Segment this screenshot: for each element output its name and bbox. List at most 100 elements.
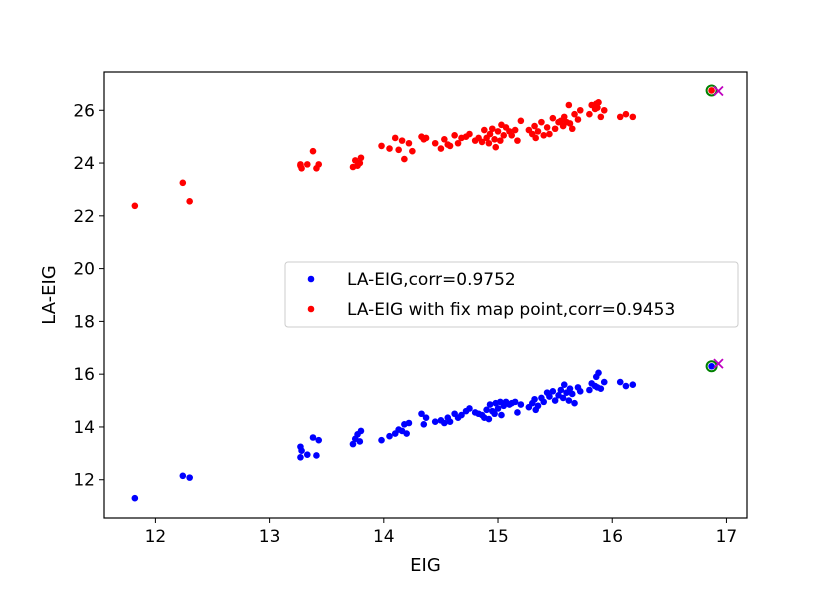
data-point-red (356, 159, 364, 167)
data-point-blue (568, 390, 576, 398)
data-point-blue (466, 405, 473, 412)
data-point-blue (534, 402, 542, 410)
data-point-red (549, 114, 557, 122)
data-point-red (357, 154, 365, 162)
data-point-blue (313, 452, 320, 459)
data-point-red (398, 137, 406, 144)
data-point-blue (179, 472, 187, 480)
y-tick-label: 24 (73, 154, 95, 174)
data-point-red (494, 128, 502, 135)
data-point-red (560, 113, 568, 121)
x-axis-label: EIG (410, 555, 441, 576)
legend-entry-la-eig: LA-EIG,corr=0.9752 (347, 270, 516, 290)
data-point-red (481, 126, 488, 134)
data-point-red (451, 132, 458, 139)
data-point-blue (458, 411, 465, 419)
data-point-blue (441, 419, 448, 427)
legend-box (284, 261, 739, 328)
data-point-blue (566, 385, 574, 392)
data-point-red (594, 104, 601, 111)
data-point-red (540, 132, 548, 139)
data-point-blue (560, 381, 568, 389)
data-point-red (531, 122, 538, 130)
data-point-red (616, 113, 624, 121)
y-tick-label: 22 (73, 207, 95, 227)
data-point-blue (565, 397, 573, 404)
x-tick-label: 12 (145, 527, 167, 547)
data-point-red (565, 101, 573, 109)
legend: LA-EIG,corr=0.9752 LA-EIG with fix map p… (284, 261, 739, 328)
data-point-blue (511, 398, 519, 406)
data-point-red (297, 162, 304, 169)
data-point-blue (303, 451, 311, 458)
data-point-red (446, 142, 454, 150)
data-point-red (574, 116, 582, 123)
data-point-red (508, 132, 516, 139)
data-point-blue (586, 386, 593, 394)
data-point-red (131, 202, 139, 210)
data-point-red (576, 106, 584, 114)
data-point-blue (600, 378, 608, 386)
data-point-blue (629, 381, 637, 389)
data-point-blue (315, 436, 323, 444)
x-tick-label: 16 (601, 527, 623, 547)
data-point-red (309, 147, 317, 155)
x-axis-ticks: 12 13 14 15 16 17 (145, 518, 738, 547)
data-point-red (303, 161, 311, 168)
data-point-red (622, 110, 630, 118)
data-point-blue (595, 369, 602, 377)
data-point-red (551, 125, 559, 133)
y-tick-label: 16 (73, 365, 95, 385)
data-point-blue (483, 406, 490, 414)
data-point-blue (431, 418, 439, 425)
data-point-red (378, 142, 385, 150)
data-point-blue (597, 385, 605, 392)
y-tick-label: 14 (73, 418, 95, 438)
data-point-blue (486, 401, 494, 408)
data-point-red (568, 125, 576, 133)
data-point-blue (546, 393, 553, 400)
data-point-red (485, 139, 493, 147)
x-tick-label: 15 (487, 527, 509, 547)
data-point-blue (708, 362, 715, 370)
data-point-blue (418, 410, 425, 418)
y-tick-label: 20 (73, 260, 95, 280)
data-point-red (600, 106, 608, 114)
data-point-red (586, 110, 593, 118)
data-point-red (500, 132, 508, 139)
data-point-red (538, 118, 545, 126)
y-tick-label: 26 (73, 101, 95, 121)
data-point-red (491, 135, 498, 143)
x-tick-label: 13 (259, 527, 281, 547)
data-point-blue (571, 399, 578, 407)
data-point-blue (446, 418, 454, 425)
data-point-blue (616, 378, 624, 386)
data-point-red (517, 117, 525, 125)
data-point-red (315, 161, 323, 168)
data-point-red (629, 113, 637, 121)
highlight-x-marker (713, 85, 724, 97)
data-point-blue (309, 434, 317, 441)
highlight-x-marker (713, 358, 724, 369)
x-tick-label: 17 (716, 527, 738, 547)
legend-marker-red (307, 305, 315, 313)
data-point-blue (549, 388, 557, 395)
data-point-blue (576, 388, 584, 395)
data-point-red (409, 147, 416, 155)
data-point-red (401, 155, 408, 163)
data-point-blue (386, 432, 393, 440)
data-point-red (511, 126, 519, 134)
data-point-red (466, 130, 473, 138)
highlight-circle-marker (705, 84, 718, 97)
data-point-blue (357, 427, 365, 435)
data-point-red (571, 110, 578, 118)
data-point-blue (494, 405, 502, 412)
data-point-red (405, 139, 413, 147)
data-point-blue (540, 398, 548, 406)
data-point-blue (531, 395, 538, 403)
data-point-red (454, 139, 462, 147)
data-point-blue (298, 447, 305, 455)
data-point-red (489, 125, 496, 133)
data-point-blue (551, 397, 559, 404)
